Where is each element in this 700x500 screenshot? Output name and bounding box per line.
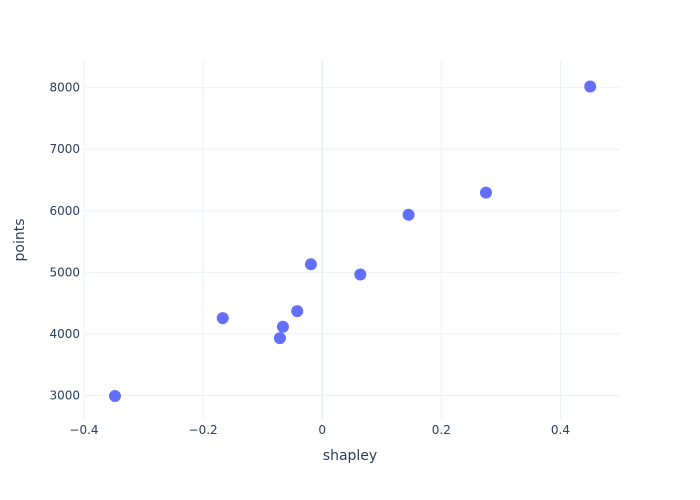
y-tick-label: 6000 (49, 204, 80, 218)
y-tick-label: 5000 (49, 265, 80, 279)
x-tick-labels: −0.4 −0.2 0 0.2 0.4 (69, 423, 570, 437)
y-axis-title: points (12, 219, 28, 262)
x-tick-label: 0.4 (551, 423, 570, 437)
x-tick-label: −0.2 (189, 423, 218, 437)
y-tick-label: 4000 (49, 327, 80, 341)
y-gridlines (84, 87, 620, 396)
x-tick-label: −0.4 (69, 423, 98, 437)
data-point[interactable] (291, 305, 304, 318)
x-gridlines (83, 60, 561, 420)
x-tick-label: 0.2 (432, 423, 451, 437)
data-point[interactable] (276, 320, 289, 333)
data-point[interactable] (402, 208, 415, 221)
data-point[interactable] (216, 312, 229, 325)
y-tick-label: 3000 (49, 388, 80, 402)
data-points (108, 80, 597, 402)
data-point[interactable] (354, 268, 367, 281)
data-point[interactable] (304, 258, 317, 271)
y-tick-labels: 3000 4000 5000 6000 7000 8000 (49, 81, 80, 403)
data-point[interactable] (273, 332, 286, 345)
x-tick-label: 0 (318, 423, 326, 437)
data-point[interactable] (480, 186, 492, 199)
y-tick-label: 8000 (49, 81, 80, 95)
x-axis-title: shapley (323, 448, 377, 464)
y-tick-label: 7000 (49, 142, 80, 156)
data-point[interactable] (108, 390, 121, 402)
data-point[interactable] (584, 80, 597, 93)
